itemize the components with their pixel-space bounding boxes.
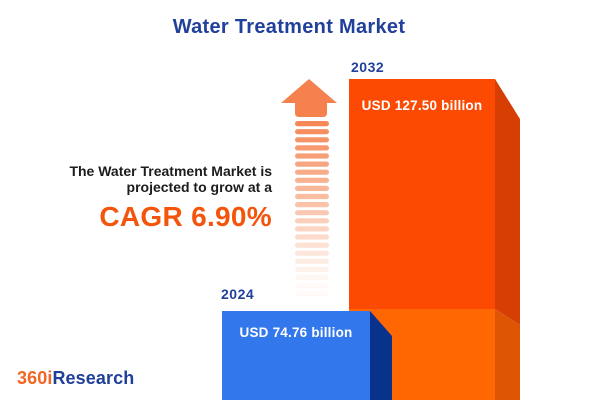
logo-suffix: Research xyxy=(52,368,135,388)
bar-2024-face xyxy=(222,311,370,400)
bar-2032-value-label: USD 127.50 billion xyxy=(361,98,483,113)
bar-2024-year-label: 2024 xyxy=(221,286,255,302)
annotation-line-2: projected to grow at a xyxy=(126,179,272,195)
bar-2024-side xyxy=(370,311,392,400)
cagr-value: CAGR 6.90% xyxy=(99,201,272,232)
logo-prefix: 360i xyxy=(17,368,53,388)
bar-2024-value-label: USD 74.76 billion xyxy=(239,325,353,340)
growth-arrow-head xyxy=(281,79,337,117)
annotation-line-1: The Water Treatment Market is xyxy=(69,163,272,179)
company-logo: 360iResearch xyxy=(17,368,134,389)
bar-2032-year-label: 2032 xyxy=(351,59,385,75)
page-title: Water Treatment Market xyxy=(172,16,406,38)
growth-arrow-stripes xyxy=(295,121,329,297)
bar-2024 xyxy=(222,311,392,400)
bar-2032-side-bottom xyxy=(495,309,520,400)
bar-2032-side-top xyxy=(495,79,520,325)
bar-2032-face-growth-segment xyxy=(349,79,495,309)
growth-annotation: The Water Treatment Market is projected … xyxy=(36,163,272,233)
growth-arrow-icon xyxy=(281,79,337,297)
